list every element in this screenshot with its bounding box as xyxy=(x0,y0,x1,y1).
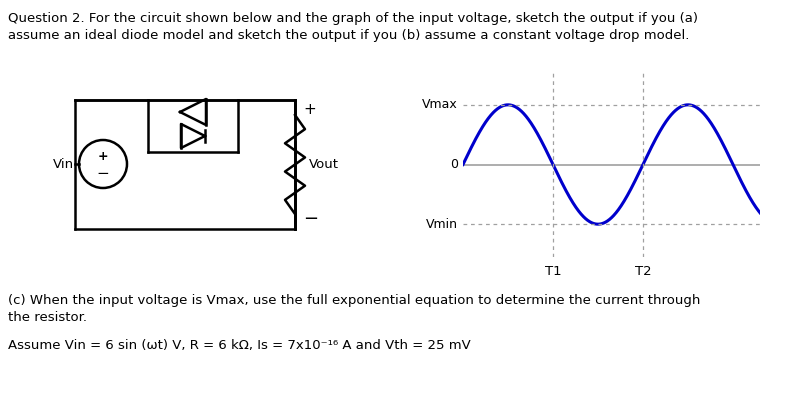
Text: 0: 0 xyxy=(450,158,458,171)
Text: −: − xyxy=(97,166,109,180)
Text: Question 2. For the circuit shown below and the graph of the input voltage, sket: Question 2. For the circuit shown below … xyxy=(8,12,698,25)
Text: Vmax: Vmax xyxy=(423,98,458,112)
Text: Vin: Vin xyxy=(53,158,74,171)
Text: Vout: Vout xyxy=(309,158,339,171)
Text: T1: T1 xyxy=(545,265,561,278)
Text: −: − xyxy=(303,210,318,228)
Text: +: + xyxy=(98,149,109,162)
Text: Vmin: Vmin xyxy=(426,218,458,231)
Text: T2: T2 xyxy=(634,265,652,278)
Text: Assume Vin = 6 sin (ωt) V, R = 6 kΩ, Is = 7x10⁻¹⁶ A and Vth = 25 mV: Assume Vin = 6 sin (ωt) V, R = 6 kΩ, Is … xyxy=(8,339,471,352)
Text: (c) When the input voltage is Vmax, use the full exponential equation to determi: (c) When the input voltage is Vmax, use … xyxy=(8,294,700,307)
Text: the resistor.: the resistor. xyxy=(8,311,87,324)
Text: assume an ideal diode model and sketch the output if you (b) assume a constant v: assume an ideal diode model and sketch t… xyxy=(8,29,689,42)
Text: +: + xyxy=(303,103,316,118)
